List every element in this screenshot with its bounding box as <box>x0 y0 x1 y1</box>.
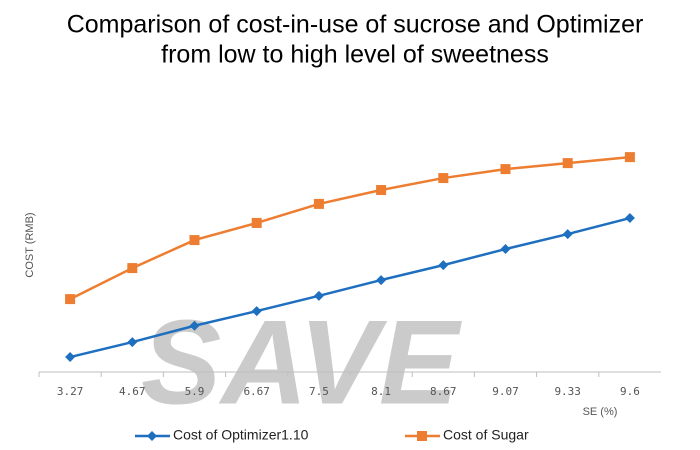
marker <box>438 173 449 184</box>
x-tick-label: 6.67 <box>243 385 270 398</box>
marker <box>65 352 76 363</box>
x-tick-label: 9.6 <box>620 385 640 398</box>
marker <box>500 244 511 255</box>
x-tick-label: 9.07 <box>492 385 519 398</box>
x-tick-label: 4.67 <box>119 385 146 398</box>
marker <box>624 213 635 224</box>
marker <box>313 198 324 209</box>
x-tick-label: 8.67 <box>430 385 457 398</box>
x-tick-label: 3.27 <box>57 385 84 398</box>
x-tick-label: 8.1 <box>371 385 391 398</box>
chart-title: Comparison of cost-in-use of sucrose and… <box>67 11 644 39</box>
y-axis-label: COST (RMB) <box>24 212 36 277</box>
series-line <box>69 216 631 359</box>
marker <box>251 306 262 317</box>
marker <box>562 229 573 240</box>
marker <box>438 260 449 271</box>
marker <box>376 275 387 286</box>
x-tick-label: 7.5 <box>309 385 329 398</box>
chart-title: from low to high level of sweetness <box>161 41 549 69</box>
marker <box>313 290 324 301</box>
marker <box>500 164 511 175</box>
watermark: SAVE <box>141 296 463 430</box>
marker <box>189 235 200 246</box>
marker <box>65 294 76 305</box>
marker <box>376 185 387 196</box>
series-line <box>69 155 631 301</box>
legend-label: Cost of Sugar <box>443 427 529 443</box>
marker <box>189 320 200 331</box>
legend-label: Cost of Optimizer1.10 <box>173 427 309 443</box>
x-tick-label: 5.9 <box>185 385 205 398</box>
marker <box>127 263 138 274</box>
marker <box>562 158 573 169</box>
x-axis-label: SE (%) <box>583 406 618 418</box>
x-tick-label: 9.33 <box>554 385 581 398</box>
legend-marker <box>147 431 157 441</box>
marker <box>624 152 635 163</box>
legend-marker <box>417 431 427 441</box>
marker <box>251 217 262 228</box>
marker <box>127 337 138 348</box>
